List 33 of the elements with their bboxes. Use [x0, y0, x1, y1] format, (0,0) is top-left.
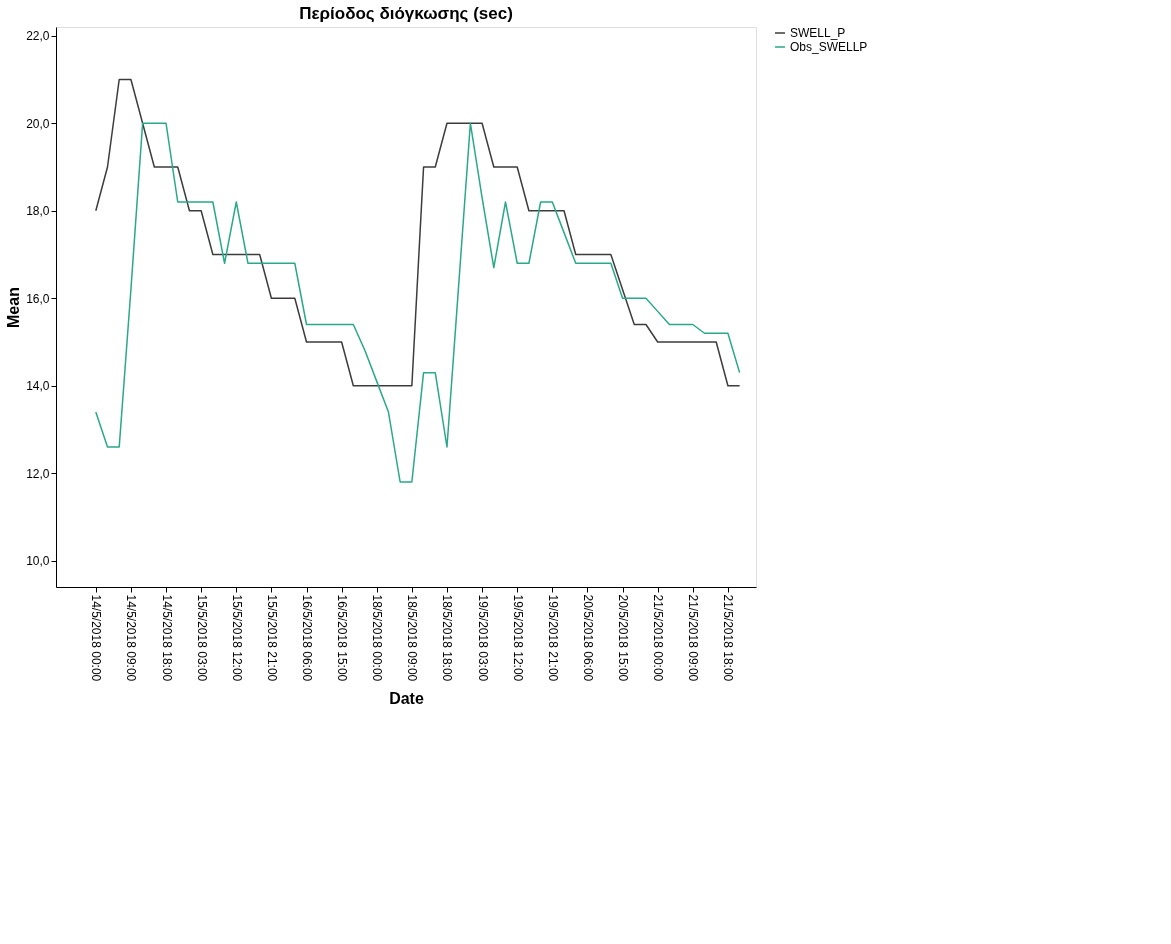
- x-tick-label: 15/5/2018 21:00: [264, 594, 279, 682]
- y-tick-label: 22,0: [26, 29, 50, 44]
- x-tick-label: 19/5/2018 21:00: [545, 594, 560, 682]
- x-tick-label: 16/5/2018 15:00: [335, 594, 350, 682]
- x-tick-label: 14/5/2018 00:00: [89, 594, 104, 682]
- x-tick-label: 14/5/2018 09:00: [124, 594, 139, 682]
- x-tick-label: 15/5/2018 12:00: [229, 594, 244, 682]
- x-tick-label: 16/5/2018 06:00: [300, 594, 314, 682]
- legend-label: Obs_SWELLP: [790, 40, 868, 54]
- x-tick-label: 19/5/2018 03:00: [475, 594, 490, 682]
- y-tick-label: 14,0: [26, 379, 50, 394]
- y-tick-label: 20,0: [26, 116, 50, 131]
- line-series: [95, 78, 741, 387]
- x-tick-label: 21/5/2018 00:00: [651, 594, 666, 682]
- chart-title: Περίοδος διόγκωσης (sec): [299, 4, 513, 23]
- x-tick-label: 21/5/2018 18:00: [721, 594, 736, 682]
- x-tick-label: 14/5/2018 18:00: [159, 594, 174, 682]
- x-tick-label: 18/5/2018 09:00: [405, 594, 420, 682]
- y-tick-label: 18,0: [26, 204, 50, 219]
- legend-label: SWELL_P: [790, 26, 846, 40]
- x-tick-label: 15/5/2018 03:00: [194, 594, 209, 682]
- line-series: [95, 122, 741, 483]
- y-tick-label: 16,0: [26, 291, 50, 306]
- x-tick-label: 19/5/2018 12:00: [510, 594, 525, 682]
- x-tick-label: 20/5/2018 06:00: [580, 594, 595, 682]
- x-tick-label: 18/5/2018 00:00: [370, 594, 385, 682]
- x-tick-label: 18/5/2018 18:00: [440, 594, 455, 682]
- x-tick-label: 21/5/2018 09:00: [686, 594, 701, 682]
- y-tick-label: 10,0: [26, 554, 50, 569]
- x-axis-title: Date: [389, 690, 424, 708]
- y-tick-label: 12,0: [26, 466, 50, 481]
- y-axis-title: Mean: [5, 287, 23, 328]
- x-tick-label: 20/5/2018 15:00: [616, 594, 631, 682]
